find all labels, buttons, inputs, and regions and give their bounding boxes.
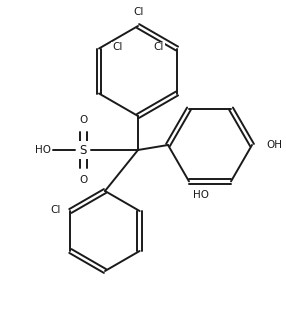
Text: Cl: Cl [134,7,144,17]
Text: O: O [79,175,87,185]
Text: Cl: Cl [50,205,60,215]
Text: Cl: Cl [154,43,164,53]
Text: Cl: Cl [112,43,122,53]
Text: O: O [79,115,87,125]
Text: OH: OH [266,140,282,150]
Text: S: S [79,143,87,156]
Text: HO: HO [193,190,209,200]
Text: HO: HO [35,145,51,155]
